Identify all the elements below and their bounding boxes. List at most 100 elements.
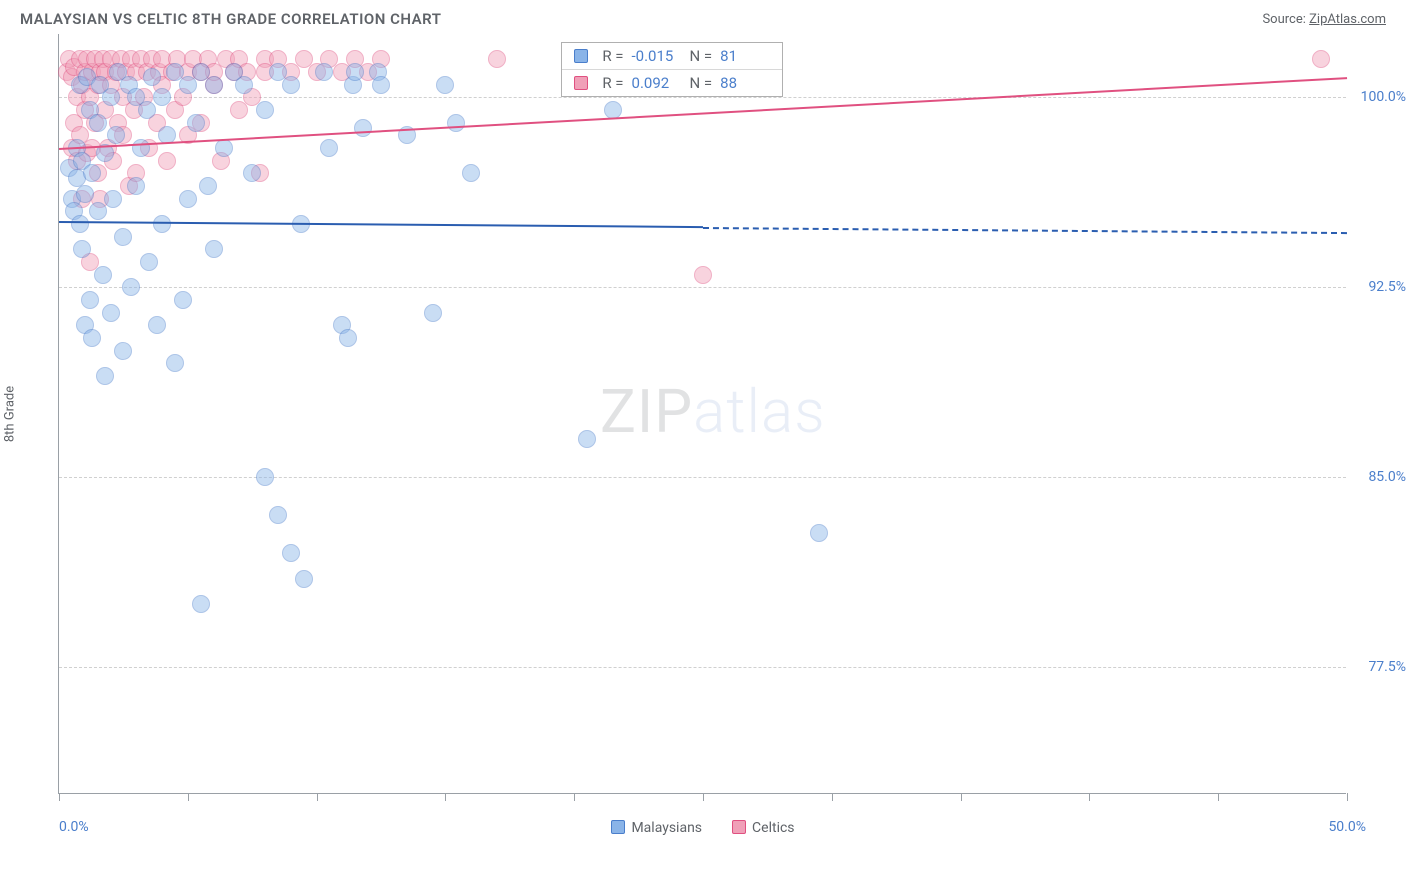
watermark-thin: atlas [693,376,826,447]
bottom-legend-item: Malaysians [611,820,702,836]
scatter-point [295,570,313,588]
scatter-point [143,68,161,86]
stat-legend-row: R = -0.015 N = 81 [562,43,782,69]
scatter-point [346,63,364,81]
scatter-point [81,291,99,309]
legend-swatch [732,820,746,834]
legend-swatch [574,49,588,63]
y-tick-label: 85.0% [1368,469,1406,485]
stat-r-label: R = [602,47,623,65]
x-tick [574,793,575,801]
gridline [59,287,1346,288]
stat-r-label: R = [602,74,623,92]
x-tick [832,793,833,801]
watermark: ZIPatlas [600,376,826,447]
scatter-point [127,177,145,195]
scatter-point [282,544,300,562]
scatter-point [694,266,712,284]
stat-n-label: N = [690,47,713,65]
x-tick [188,793,189,801]
scatter-point [140,253,158,271]
bottom-legend: Malaysians Celtics [20,820,1386,836]
scatter-point [114,342,132,360]
legend-swatch [611,820,625,834]
scatter-point [179,190,197,208]
scatter-point [138,101,156,119]
scatter-point [205,76,223,94]
x-tick [1089,793,1090,801]
scatter-point [315,63,333,81]
stat-legend-row: R = 0.092 N = 88 [562,69,782,96]
scatter-point [235,76,253,94]
x-tick [1347,793,1348,801]
x-tick [1218,793,1219,801]
y-tick-label: 100.0% [1361,89,1406,105]
x-tick [703,793,704,801]
scatter-point [282,76,300,94]
scatter-point [166,354,184,372]
scatter-point [132,139,150,157]
scatter-point [339,329,357,347]
scatter-point [153,88,171,106]
gridline [59,477,1346,478]
x-tick [317,793,318,801]
trend-line-dashed [703,227,1347,234]
scatter-point [89,114,107,132]
scatter-point [1312,50,1330,68]
scatter-point [810,524,828,542]
scatter-point [205,240,223,258]
scatter-point [104,190,122,208]
bottom-legend-item: Celtics [732,820,794,836]
y-tick-label: 77.5% [1368,659,1406,675]
scatter-point [94,266,112,284]
y-tick-label: 92.5% [1368,279,1406,295]
watermark-bold: ZIP [600,376,693,447]
source-attribution: Source: ZipAtlas.com [1262,12,1386,27]
scatter-point [372,76,390,94]
scatter-point [114,228,132,246]
scatter-point [424,304,442,322]
scatter-point [578,430,596,448]
stat-n-value: 81 [720,47,770,65]
chart-title: MALAYSIAN VS CELTIC 8TH GRADE CORRELATIO… [20,10,441,28]
scatter-point [153,215,171,233]
scatter-point [436,76,454,94]
scatter-point [122,278,140,296]
scatter-point [354,119,372,137]
scatter-point [488,50,506,68]
stat-r-value: -0.015 [632,47,682,65]
stat-r-value: 0.092 [632,74,682,92]
stat-n-value: 88 [720,74,770,92]
legend-swatch [574,76,588,90]
stat-legend: R = -0.015 N = 81 R = 0.092 N = 88 [561,42,783,97]
source-link[interactable]: ZipAtlas.com [1309,12,1386,27]
scatter-point [96,367,114,385]
scatter-point [199,177,217,195]
scatter-point [174,291,192,309]
x-tick [445,793,446,801]
scatter-point [256,468,274,486]
source-label: Source: [1262,12,1305,27]
scatter-point [89,202,107,220]
x-tick [961,793,962,801]
scatter-point [76,185,94,203]
scatter-point [71,215,89,233]
scatter-point [158,152,176,170]
scatter-point [192,595,210,613]
plot-area: ZIPatlas 77.5%85.0%92.5%100.0%0.0%50.0%R… [58,34,1346,794]
stat-n-label: N = [690,74,713,92]
scatter-point [269,506,287,524]
scatter-point [243,164,261,182]
scatter-point [102,88,120,106]
y-axis-label: 8th Grade [3,386,18,442]
legend-label: Malaysians [631,820,702,836]
scatter-point [102,304,120,322]
scatter-point [256,101,274,119]
scatter-point [215,139,233,157]
scatter-point [148,316,166,334]
scatter-point [447,114,465,132]
scatter-point [83,329,101,347]
scatter-point [73,240,91,258]
scatter-point [320,139,338,157]
gridline [59,667,1346,668]
